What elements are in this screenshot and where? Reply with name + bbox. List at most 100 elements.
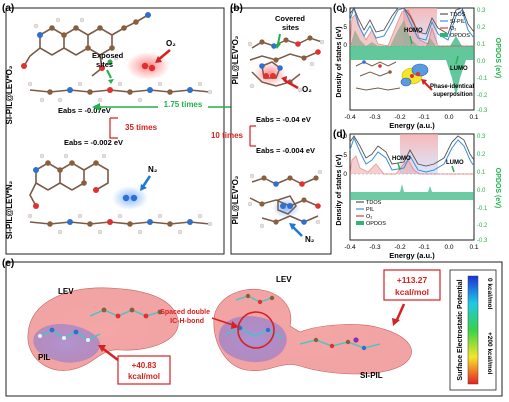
o2-arrow-b (283, 78, 299, 90)
n2-arrow-b-head (289, 223, 296, 230)
panel-c-xtick: -0.1 (418, 114, 430, 121)
panel-e-right-unit: kcal/mol (395, 287, 429, 297)
comparison-label-bg (158, 98, 208, 109)
comparison-arrow-left (92, 103, 100, 111)
panel-c-y2tick: 0.0 (477, 59, 486, 65)
note-arrow (423, 81, 433, 91)
panel-e-left-value-box (117, 355, 171, 385)
panel-c-legend-item: OPDOS (450, 33, 470, 39)
panel-d-legend-item: PIL (366, 207, 374, 213)
panel-c-ytick: 0 (343, 42, 347, 49)
n2-arrow-b (291, 225, 303, 237)
panel-e-hbond-circle (237, 311, 275, 349)
panel-d-ytick: 0 (343, 171, 347, 178)
lumo-arrow (451, 165, 455, 173)
panel-e-spaced-1: Spaced double (160, 309, 210, 316)
right-value-arrow (394, 303, 406, 323)
panel-b-o2-label: O₂ (302, 85, 312, 94)
panel-c-y-ticks: 10 5 0 (340, 7, 348, 49)
panel-a: (a) SI-PIL@LEV*O₂ SI-PIL@LEV*N₂ (2, 3, 225, 255)
panel-c-y2tick: -0.1 (477, 76, 488, 82)
n2-arrow-a-head (140, 184, 147, 191)
panel-a-bottom-molecule (27, 153, 213, 235)
panel-c-homo-label: HOMO (404, 28, 423, 34)
panel-e-left-surface (27, 287, 179, 371)
panel-a-ratio-bracket (109, 117, 118, 139)
panel-e-lev-left: LEV (58, 287, 74, 296)
panel-e-right-value-box (383, 269, 441, 301)
panel-a-label: (a) (2, 3, 14, 14)
panel-d-xtick: -0.4 (344, 244, 356, 251)
panel-c-y2tick: -0.2 (477, 93, 488, 99)
colorbar-bottom-label: +200 kcal/mol (486, 332, 493, 375)
panel-d-y2tick: 0.1 (477, 170, 486, 176)
panel-b-top-molecule (247, 35, 325, 93)
panel-c-y2label: OPDOS (eV) (494, 38, 501, 78)
panel-b-eabs-bottom: Eabs = -0.004 eV (256, 146, 315, 155)
panel-d-legend-item: O₂ (366, 214, 372, 220)
panel-d-y2tick: 0.0 (477, 188, 486, 194)
panel-c-legend-item: SI-PIL (450, 19, 465, 25)
panel-c-ytick: 10 (340, 7, 348, 14)
legend-swatch (356, 221, 364, 225)
hbond-arrow-head (231, 321, 239, 329)
lumo-arrow (455, 55, 459, 65)
panel-d-y2tick: 0.2 (477, 152, 486, 158)
exposed-arrow-head (108, 79, 114, 84)
left-value-arrow-head (98, 345, 106, 352)
panel-e: (e) LEV PIL +40.83 kcal/mol (2, 258, 503, 397)
panel-d-xtick: -0.2 (394, 244, 406, 251)
panel-d-y2tick: -0.3 (477, 238, 488, 244)
note-arrow-head (421, 79, 427, 85)
panel-e-spaced-2: IC-H-bond (170, 318, 204, 325)
panel-b-label: (b) (230, 3, 243, 14)
panel-d-homo-label: HOMO (392, 156, 411, 162)
panel-c-y2tick: 0.3 (477, 8, 486, 14)
panel-d-o2-series (349, 155, 474, 175)
panel-d-xtick: 0.1 (469, 244, 478, 251)
panel-c-orbital-inset (355, 60, 429, 91)
panel-c-y2tick: 0.2 (477, 25, 486, 31)
panel-d-legend: TDOS PIL O₂ OPDOS (356, 200, 386, 227)
panel-d-y2tick: -0.2 (477, 223, 488, 229)
panel-c-legend-item: O₂ (450, 26, 456, 32)
panel-e-colorbar: Surface Electrostatic Potential 0 kcal/m… (449, 269, 497, 391)
panel-c-opdos-series (350, 20, 474, 96)
panel-e-label: (e) (2, 258, 14, 269)
o2-arrow-a (157, 49, 171, 61)
left-value-arrow (101, 347, 119, 361)
panel-c-ytick: 5 (343, 24, 347, 31)
panel-d-legend-item: OPDOS (366, 221, 386, 227)
panel-c-xtick: -0.2 (394, 114, 406, 121)
panel-b-bottom-molecule (247, 169, 323, 229)
panel-b: (b) PIL@LEV*O₂ PIL@LEV*O₂ Covered sites … (211, 3, 332, 255)
panel-c-sipil-series (349, 6, 475, 41)
panel-d-xtick: -0.1 (418, 244, 430, 251)
panel-a-n2-label: N₂ (148, 165, 158, 174)
panel-e-pil-left: PIL (38, 353, 51, 362)
panel-d-ytick: 10 (340, 133, 348, 140)
o2-arrow-b-head (281, 76, 287, 83)
exposed-sites-label: sites (96, 60, 113, 69)
colorbar-top-label: 0 kcal/mol (486, 278, 493, 310)
panel-e-left-unit: kcal/mol (128, 372, 160, 381)
covered-arrow (277, 33, 281, 45)
homo-arrow (409, 35, 413, 45)
panel-b-eabs-top: Eabs = -0.04 eV (256, 115, 311, 124)
panel-c-note2: superposition (433, 92, 473, 98)
legend-swatch (440, 33, 448, 37)
panel-c-xtick: -0.3 (369, 114, 381, 121)
panel-a-eabs-bottom: Eabs = -0.002 eV (64, 138, 123, 147)
panel-d-label: (d) (333, 129, 346, 140)
panel-d-x-ticks: -0.4 -0.3 -0.2 -0.1 0.0 0.1 (344, 244, 478, 251)
comparison-ratio: 1.75 times (164, 100, 203, 109)
panel-d-lumo-label: LUMO (446, 160, 464, 166)
covered-sites-label: sites (282, 23, 299, 32)
o2-arrow-a-head (155, 56, 162, 63)
colorbar-gradient (467, 275, 479, 385)
panel-c-note: Phase-identical (430, 84, 474, 90)
homo-arrow (397, 162, 401, 171)
exposed-label: Exposed (92, 51, 124, 60)
panel-c-legend-item: TDOS (450, 12, 466, 18)
